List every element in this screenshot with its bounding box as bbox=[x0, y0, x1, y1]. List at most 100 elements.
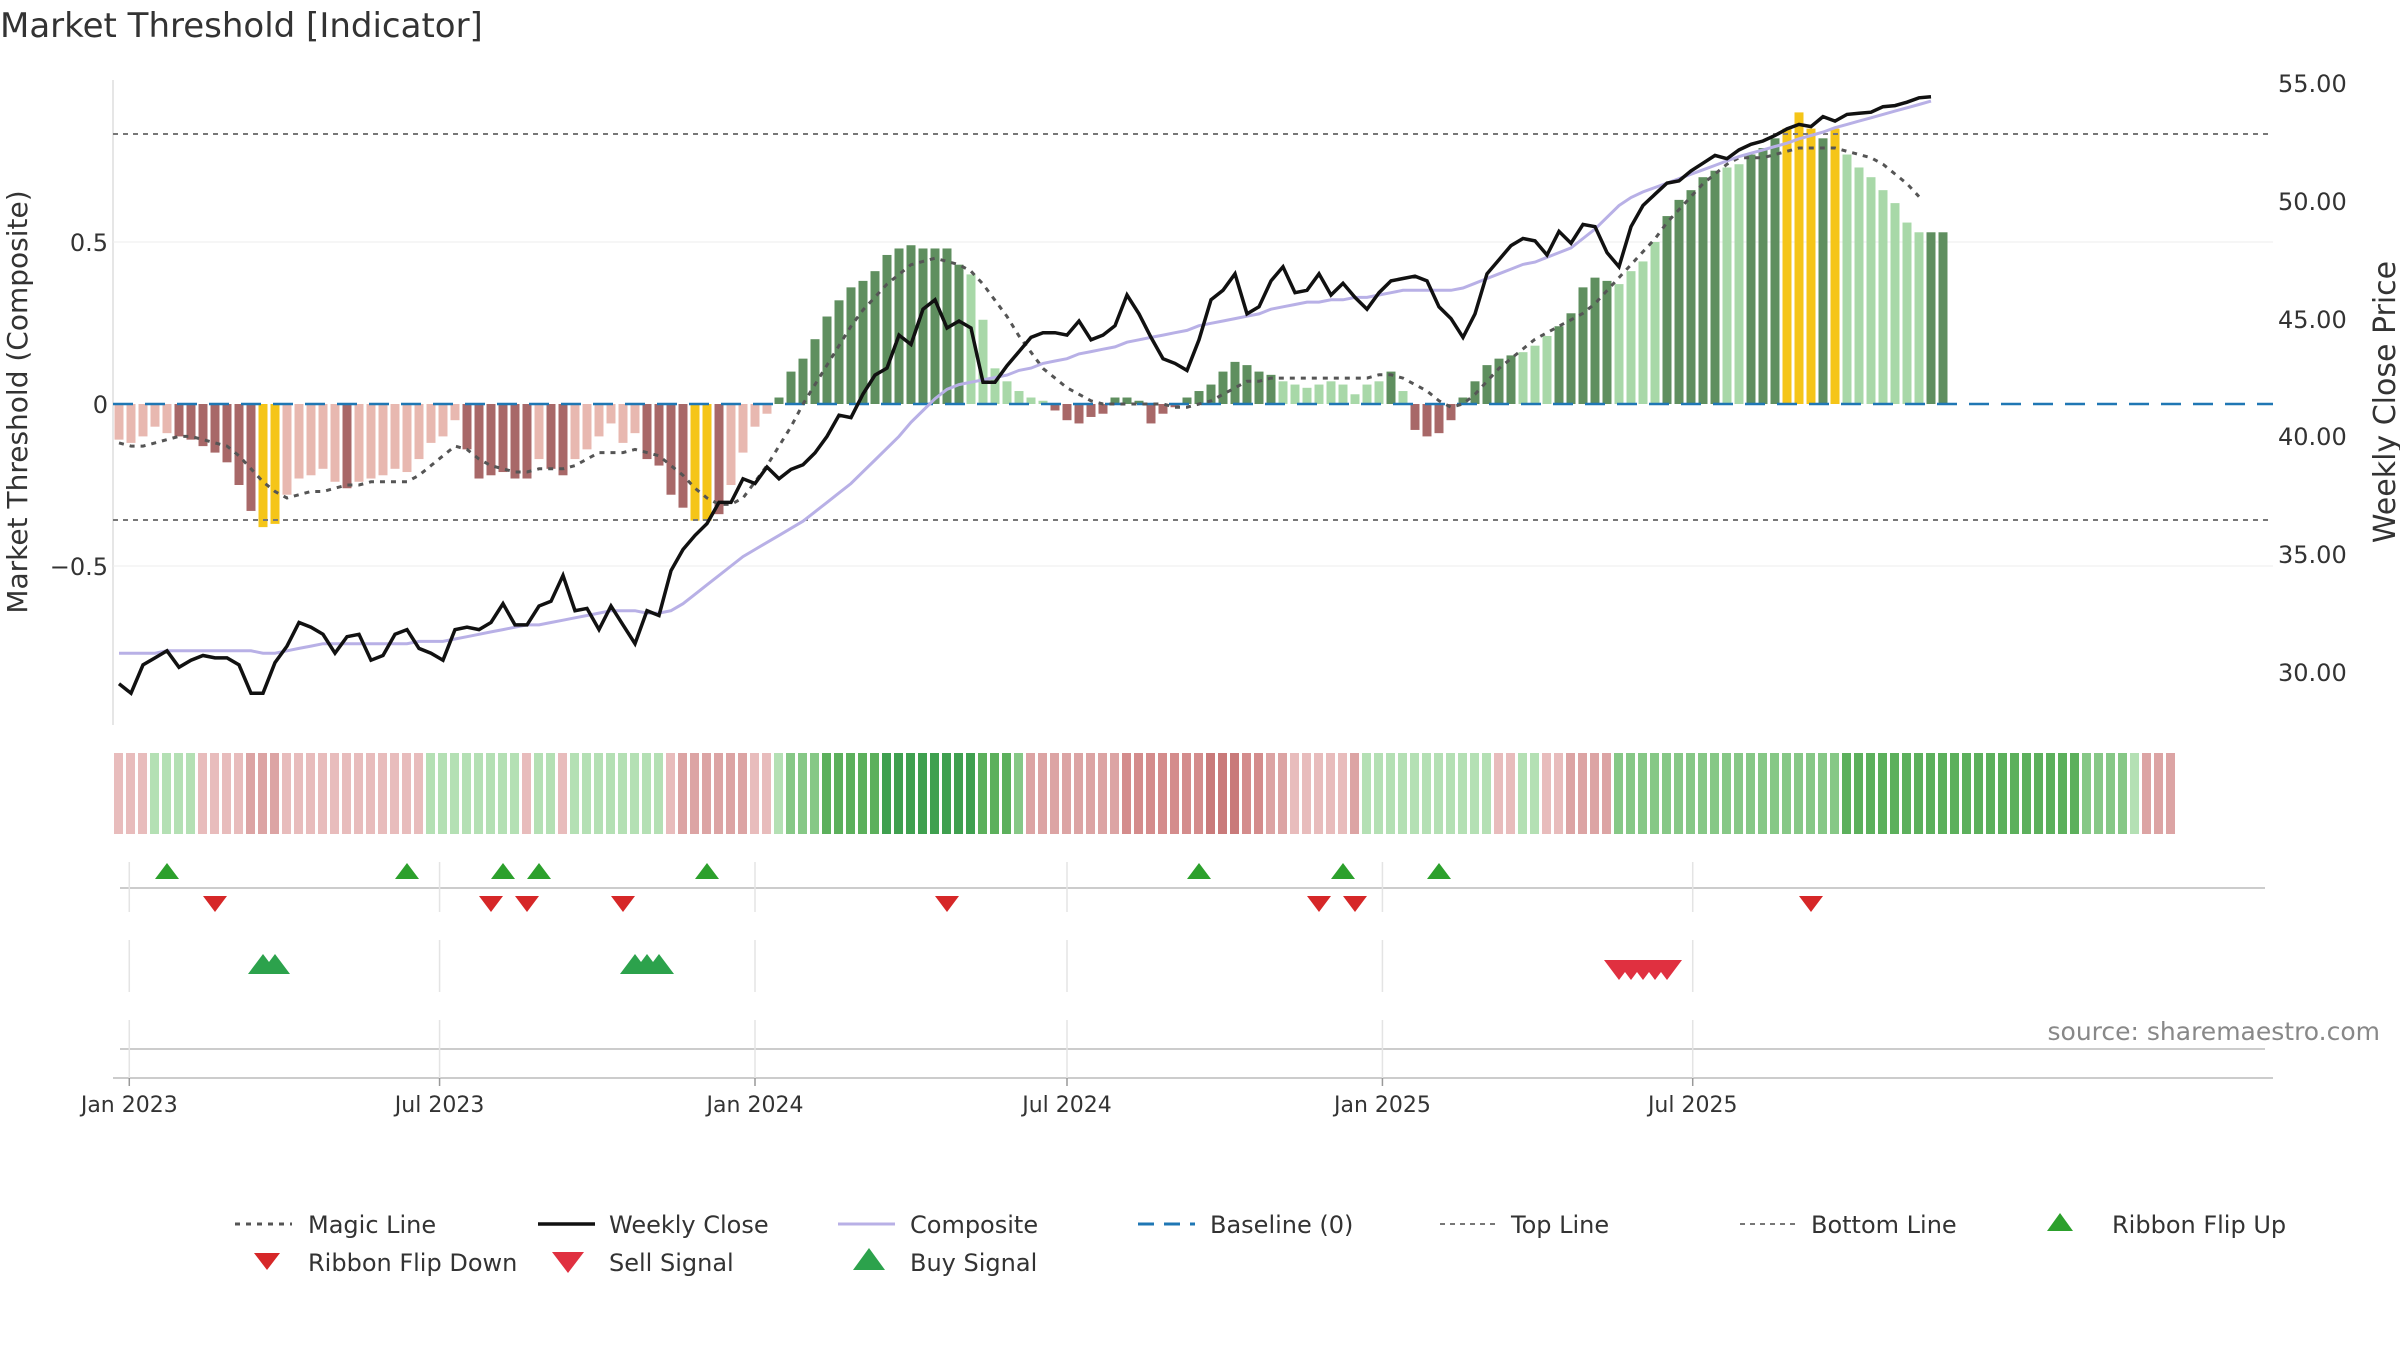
histogram-bar bbox=[1374, 381, 1384, 404]
ribbon-cell bbox=[522, 753, 531, 834]
histogram-bar bbox=[270, 404, 280, 524]
histogram-bar bbox=[1038, 400, 1048, 404]
ribbon-cell bbox=[1794, 753, 1803, 834]
ribbon-cell bbox=[390, 753, 399, 834]
ribbon-cell bbox=[1266, 753, 1275, 834]
ribbon-cell bbox=[2022, 753, 2031, 834]
ribbon-cell bbox=[1314, 753, 1323, 834]
ribbon-cell bbox=[1518, 753, 1527, 834]
ribbon-cell bbox=[642, 753, 651, 834]
ribbon-cell bbox=[2106, 753, 2115, 834]
x-tick-label: Jul 2024 bbox=[1020, 1093, 1112, 1118]
ribbon-cell bbox=[2046, 753, 2055, 834]
histogram-bar bbox=[1122, 397, 1132, 404]
right-tick-label-50: 50.00 bbox=[2278, 188, 2347, 216]
ribbon-cell bbox=[810, 753, 819, 834]
ribbon-cell bbox=[558, 753, 567, 834]
ribbon-cell bbox=[414, 753, 423, 834]
histogram-bar bbox=[114, 404, 124, 440]
histogram-bar bbox=[726, 404, 736, 485]
histogram-bar bbox=[366, 404, 376, 479]
ribbon-cell bbox=[1530, 753, 1539, 834]
ribbon-cell bbox=[762, 753, 771, 834]
ribbon-cell bbox=[870, 753, 879, 834]
histogram-bar bbox=[438, 404, 448, 437]
ribbon-cell bbox=[1338, 753, 1347, 834]
histogram-bar bbox=[1782, 128, 1792, 404]
legend-item-top-line: Top Line bbox=[1440, 1211, 1609, 1239]
sell-signal-markers bbox=[1604, 960, 1682, 980]
histogram-bar bbox=[1146, 404, 1156, 424]
histogram-bar bbox=[1638, 261, 1648, 404]
ribbon-cell bbox=[582, 753, 591, 834]
histogram-bar bbox=[462, 404, 472, 450]
ribbon-cell bbox=[282, 753, 291, 834]
weekly-close-line bbox=[117, 94, 1932, 696]
ribbon-cell bbox=[1410, 753, 1419, 834]
ribbon-flip-down-marker bbox=[479, 896, 503, 912]
x-tick-label: Jan 2023 bbox=[79, 1093, 178, 1118]
histogram-bar bbox=[966, 274, 976, 404]
histogram-bar bbox=[1794, 112, 1804, 405]
ribbon-cell bbox=[162, 753, 171, 834]
composite-histogram bbox=[114, 112, 1948, 528]
histogram-bar bbox=[1758, 148, 1768, 404]
histogram-bar bbox=[882, 254, 892, 404]
histogram-bar bbox=[1422, 404, 1432, 437]
histogram-bar bbox=[1098, 404, 1108, 414]
ribbon-cell bbox=[954, 753, 963, 834]
ribbon-cell bbox=[1554, 753, 1563, 834]
ribbon-cell bbox=[834, 753, 843, 834]
histogram-bar bbox=[1326, 381, 1336, 404]
ribbon-cell bbox=[1782, 753, 1791, 834]
ribbon-cell bbox=[198, 753, 207, 834]
legend-item-ribbon-flip-up: Ribbon Flip Up bbox=[2047, 1211, 2286, 1239]
histogram-bar bbox=[1878, 190, 1888, 404]
ribbon-cell bbox=[1386, 753, 1395, 834]
ribbon-cell bbox=[1494, 753, 1503, 834]
x-tick-label: Jul 2023 bbox=[393, 1093, 485, 1118]
histogram-bar bbox=[234, 404, 244, 485]
histogram-bar bbox=[1446, 404, 1456, 421]
buy-signal-markers bbox=[248, 954, 674, 974]
histogram-bar bbox=[186, 404, 196, 440]
ribbon-cell bbox=[1122, 753, 1131, 834]
ribbon-cell bbox=[978, 753, 987, 834]
chart-title: Market Threshold [Indicator] bbox=[0, 6, 483, 46]
ribbon-cell bbox=[510, 753, 519, 834]
histogram-bar bbox=[1626, 271, 1636, 404]
ribbon-cell bbox=[1986, 753, 1995, 834]
ribbon-cell bbox=[234, 753, 243, 834]
svg-text:Bottom Line: Bottom Line bbox=[1811, 1211, 1957, 1239]
ribbon-cell bbox=[1446, 753, 1455, 834]
ribbon-cell bbox=[1014, 753, 1023, 834]
ribbon-cell bbox=[1470, 753, 1479, 834]
ribbon-cell bbox=[534, 753, 543, 834]
histogram-bar bbox=[138, 404, 148, 437]
histogram-bar bbox=[1182, 397, 1192, 404]
ribbon-cell bbox=[1542, 753, 1551, 834]
ribbon-cell bbox=[306, 753, 315, 834]
ribbon-cell bbox=[606, 753, 615, 834]
ribbon-cell bbox=[1374, 753, 1383, 834]
ribbon-cell bbox=[1134, 753, 1143, 834]
ribbon-cell bbox=[1434, 753, 1443, 834]
histogram-bar bbox=[870, 271, 880, 404]
histogram-bar bbox=[1050, 404, 1060, 411]
right-tick-label-40: 40.00 bbox=[2278, 423, 2347, 451]
ribbon-cell bbox=[618, 753, 627, 834]
ribbon-cell bbox=[1002, 753, 1011, 834]
histogram-bar bbox=[1062, 404, 1072, 421]
histogram-bar bbox=[486, 404, 496, 476]
ribbon-cell bbox=[666, 753, 675, 834]
histogram-bar bbox=[738, 404, 748, 453]
histogram-bar bbox=[474, 404, 484, 479]
ribbon-cell bbox=[1038, 753, 1047, 834]
legend-item-magic-line: Magic Line bbox=[235, 1211, 436, 1239]
ribbon-cell bbox=[654, 753, 663, 834]
ribbon-cell bbox=[678, 753, 687, 834]
ribbon-cell bbox=[1242, 753, 1251, 834]
legend-item-buy-signal: Buy Signal bbox=[853, 1248, 1037, 1277]
ribbon-cell bbox=[2058, 753, 2067, 834]
ribbon-flip-up-markers bbox=[155, 863, 1451, 879]
